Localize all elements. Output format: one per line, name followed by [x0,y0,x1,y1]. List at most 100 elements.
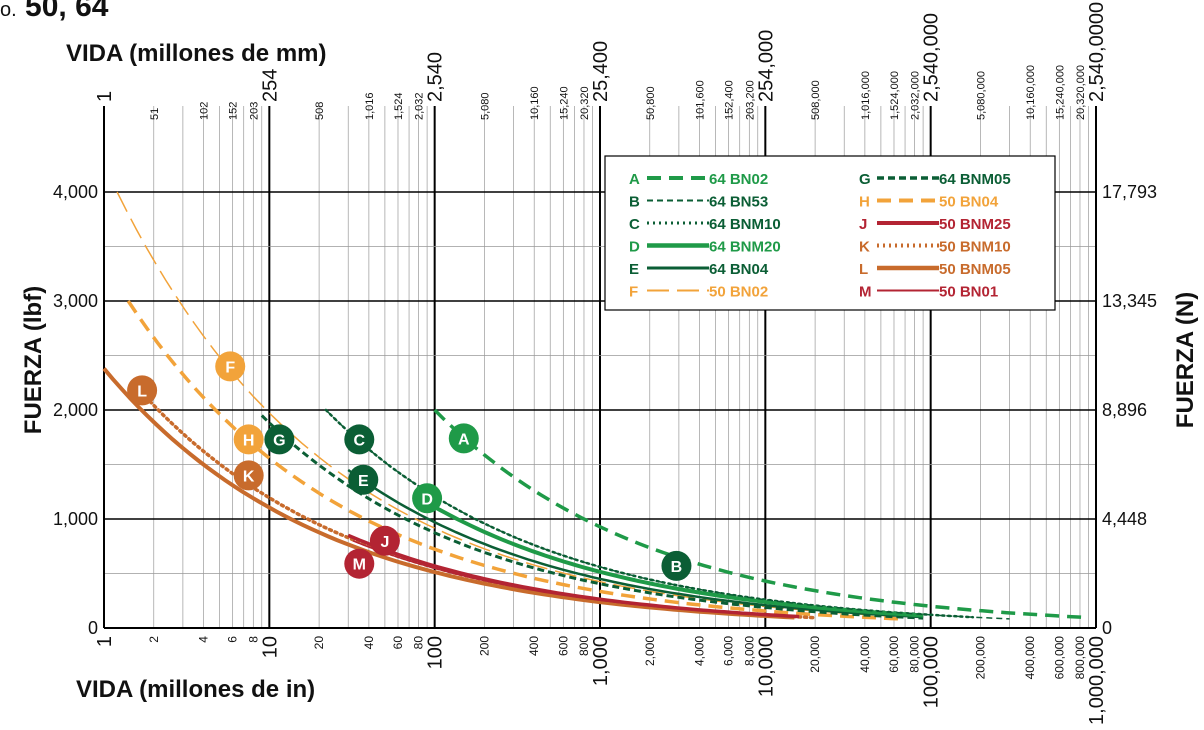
series-marker-letter: G [273,432,285,449]
legend-label: 50 BNM25 [939,216,1011,233]
x-top-tick-label-major: 254 [259,69,281,102]
series-line-e [347,468,924,619]
x-top-tick-label-major: 254,000 [755,30,777,102]
x-tick-label-minor: 400 [527,636,541,656]
x-tick-label-minor: 20,000 [808,636,822,673]
legend-box [604,155,1056,311]
x-tick-label-minor: 200,000 [973,636,987,680]
x-tick-label-major: 10,000 [755,636,777,697]
legend-letter: A [629,171,640,188]
x-top-tick-label-minor: 5,080 [479,92,491,120]
y-tick-label-left: 2,000 [53,400,98,420]
series-line-a [433,408,1089,620]
legend-label: 50 BNM10 [939,239,1011,256]
y-tick-label-left: 1,000 [53,509,98,529]
legend-letter: J [859,216,867,233]
x-axis-title-bottom: VIDA (millones de in) [76,676,316,703]
x-tick-label-major: 10 [259,636,281,658]
legend-letter: C [629,216,640,233]
x-top-tick-label-minor: 152 [228,102,240,120]
legend-label: 64 BNM20 [709,239,781,256]
x-tick-label-major: 100,000 [921,636,943,708]
series-line-c [324,408,975,619]
series-marker-letter: D [421,491,433,508]
x-tick-label-minor: 60,000 [887,636,901,673]
series-marker-letter: F [225,359,235,376]
y-tick-label-right: 17,793 [1102,182,1157,202]
chart-title-fragment: o. 50, 64 [0,0,108,24]
x-tick-label-minor: 8,000 [742,636,756,666]
series-marker-b [661,550,692,581]
y-tick-label-left: 4,000 [53,182,98,202]
x-top-tick-label-minor: 15,240,000 [1054,65,1066,120]
x-tick-label-minor: 80 [412,636,426,650]
x-top-tick-label-minor: 1,016 [364,92,376,120]
series-marker-e [348,464,379,495]
x-top-tick-label-minor: 152,400 [724,80,736,120]
x-top-tick-label-major: 2,540,0000 [1086,2,1108,102]
chart-title-prefix: o. [0,0,17,21]
y-tick-label-right: 4,448 [1102,509,1147,529]
series-marker-a [448,423,479,454]
series-line-g [260,414,924,620]
legend-letter: L [859,261,868,278]
x-top-tick-label-major: 2,540,000 [921,13,943,102]
x-top-tick-label-minor: 20,320 [579,86,591,120]
series-marker-letter: B [671,559,683,576]
legend-letter: B [629,194,640,211]
x-top-tick-label-minor: 1,524 [393,92,405,120]
x-top-tick-label-minor: 508,000 [810,80,822,120]
series-line-m [352,540,779,617]
series-line-h [126,300,906,621]
x-top-tick-label-minor: 5,080,000 [975,71,987,120]
x-top-tick-label-minor: 1,016,000 [860,71,872,120]
series-line-d [426,500,924,618]
x-tick-label-minor: 2,000 [643,636,657,666]
legend-label: 64 BN53 [709,194,768,211]
x-tick-label-minor: 80,000 [908,636,922,673]
series-line-l [102,367,795,620]
legend-letter: G [859,171,871,188]
x-top-tick-label-minor: 203 [248,102,260,120]
x-top-tick-label-minor: 2,032 [414,92,426,120]
x-top-tick-label-major: 2,540 [425,52,447,102]
x-tick-label-minor: 4 [197,636,211,643]
series-marker-letter: M [353,557,366,574]
series-marker-h [233,424,264,455]
x-tick-label-minor: 400,000 [1023,636,1037,680]
legend-letter: F [629,284,638,301]
x-tick-label-minor: 200 [477,636,491,656]
legend-letter: H [859,194,870,211]
series-line-f [116,191,895,617]
x-tick-label-minor: 6 [226,636,240,643]
series-marker-letter: C [354,432,366,449]
legend-label: 50 BN02 [709,284,768,301]
x-top-tick-label-minor: 15,240 [558,86,570,120]
legend-label: 64 BNM10 [709,216,781,233]
x-top-tick-label-minor: 20,320,000 [1075,65,1087,120]
x-tick-label-minor: 800 [577,636,591,656]
series-marker-letter: L [137,383,147,400]
chart-title-text: 50, 64 [25,0,109,23]
series-marker-letter: H [243,432,255,449]
x-top-tick-label-minor: 102 [199,102,211,120]
x-top-tick-label-major: 1 [94,91,116,102]
legend-letter: K [859,239,870,256]
x-top-tick-label-minor: 10,160,000 [1025,65,1037,120]
x-tick-label-major: 1 [94,636,116,647]
x-tick-label-minor: 8 [246,636,260,643]
series-marker-letter: J [380,534,389,551]
series-marker-c [344,424,375,455]
x-tick-label-minor: 6,000 [722,636,736,666]
x-top-tick-label-minor: 101,600 [695,80,707,120]
series-marker-j [369,525,400,556]
y-tick-label-left: 3,000 [53,291,98,311]
x-tick-label-major: 100 [425,636,447,669]
legend-letter: E [629,261,639,278]
legend-label: 50 BN04 [939,194,999,211]
y-tick-label-right: 8,896 [1102,400,1147,420]
legend-letter: M [859,284,872,301]
x-top-tick-label-minor: 203,200 [744,80,756,120]
legend-label: 50 BN01 [939,284,998,301]
x-tick-label-minor: 600 [556,636,570,656]
